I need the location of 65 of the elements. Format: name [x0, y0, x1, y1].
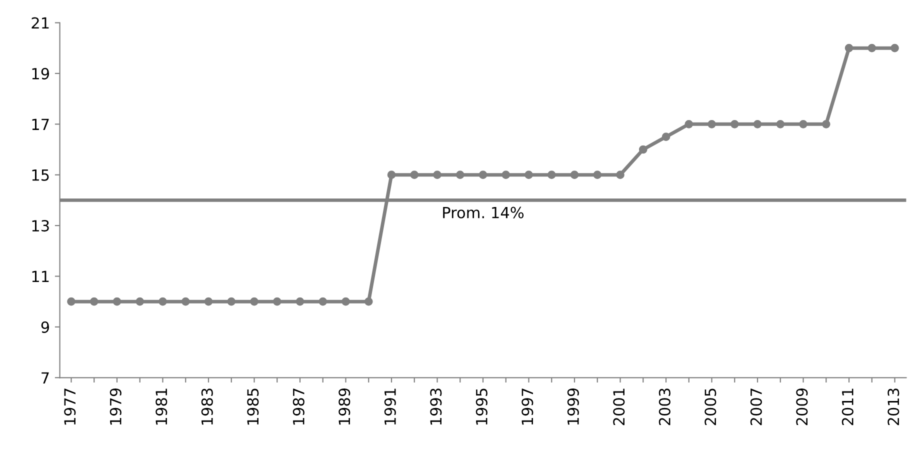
y-tick-label: 11: [32, 270, 49, 282]
y-tick-label: 15: [32, 170, 49, 181]
x-tick-label: 2013: [888, 388, 900, 426]
point: [844, 44, 854, 52]
x-tick-label: 1997: [522, 388, 534, 425]
x-tick-label: 1983: [201, 388, 213, 425]
point: [890, 44, 899, 52]
point: [662, 132, 670, 141]
point: [296, 297, 304, 306]
point: [387, 170, 396, 180]
x-tick-label: 2003: [658, 388, 670, 426]
x-tick-label: 2007: [750, 388, 762, 426]
x-tick-label: 1999: [567, 388, 579, 425]
point: [524, 170, 533, 180]
x-tick-label: 1977: [64, 388, 76, 425]
point: [753, 120, 762, 128]
point: [272, 297, 282, 306]
y-tick-label: 19: [32, 68, 50, 80]
point: [570, 170, 579, 180]
y-tick-label: 13: [32, 220, 49, 232]
x-tick-label: 2011: [842, 388, 854, 426]
x-tick-label: 1987: [292, 388, 304, 425]
x-tick-label: 2009: [796, 388, 808, 426]
point: [638, 145, 648, 154]
point: [708, 120, 716, 128]
point: [364, 297, 373, 306]
ref-line-label: Prom. 14%: [443, 206, 524, 218]
point: [478, 170, 488, 180]
point: [342, 297, 350, 306]
point: [547, 170, 556, 180]
x-tick-label: 2005: [704, 388, 716, 426]
point: [318, 297, 328, 306]
point: [410, 170, 419, 180]
y-tick-label: 17: [32, 118, 49, 130]
point: [158, 297, 167, 306]
y-tick-label: 21: [32, 17, 49, 29]
point: [181, 297, 190, 306]
point: [730, 120, 739, 128]
y-tick-label: 9: [41, 321, 50, 333]
x-tick-label: 1993: [430, 388, 442, 425]
point: [616, 170, 624, 180]
point: [456, 170, 464, 180]
point: [204, 297, 213, 306]
point: [250, 297, 258, 306]
point: [799, 120, 808, 128]
point: [112, 297, 122, 306]
x-tick-label: 1991: [384, 388, 396, 425]
x-tick-label: 1985: [247, 388, 259, 425]
x-tick-label: 1995: [476, 388, 488, 425]
x-tick-label: 1981: [156, 388, 168, 425]
y-tick-label: 7: [42, 372, 49, 384]
point: [822, 120, 830, 128]
point: [593, 170, 602, 180]
point: [227, 297, 236, 306]
point: [90, 297, 98, 306]
point: [868, 44, 876, 52]
point: [136, 297, 144, 306]
point: [684, 120, 694, 128]
point: [776, 120, 785, 128]
point: [502, 170, 510, 180]
x-tick-label: 1979: [110, 388, 122, 425]
point: [67, 297, 76, 306]
x-tick-label: 1989: [338, 388, 350, 425]
point: [433, 170, 442, 180]
x-tick-label: 2001: [613, 388, 625, 426]
